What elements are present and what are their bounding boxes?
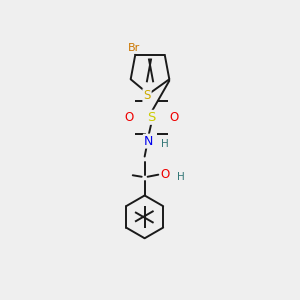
Text: H: H (161, 139, 169, 149)
Text: O: O (161, 168, 170, 181)
Text: S: S (143, 89, 151, 102)
Text: Br: Br (128, 43, 140, 53)
Text: H: H (177, 172, 185, 182)
Text: S: S (147, 111, 156, 124)
Text: O: O (124, 111, 133, 124)
Text: N: N (144, 135, 153, 148)
Text: O: O (170, 111, 179, 124)
